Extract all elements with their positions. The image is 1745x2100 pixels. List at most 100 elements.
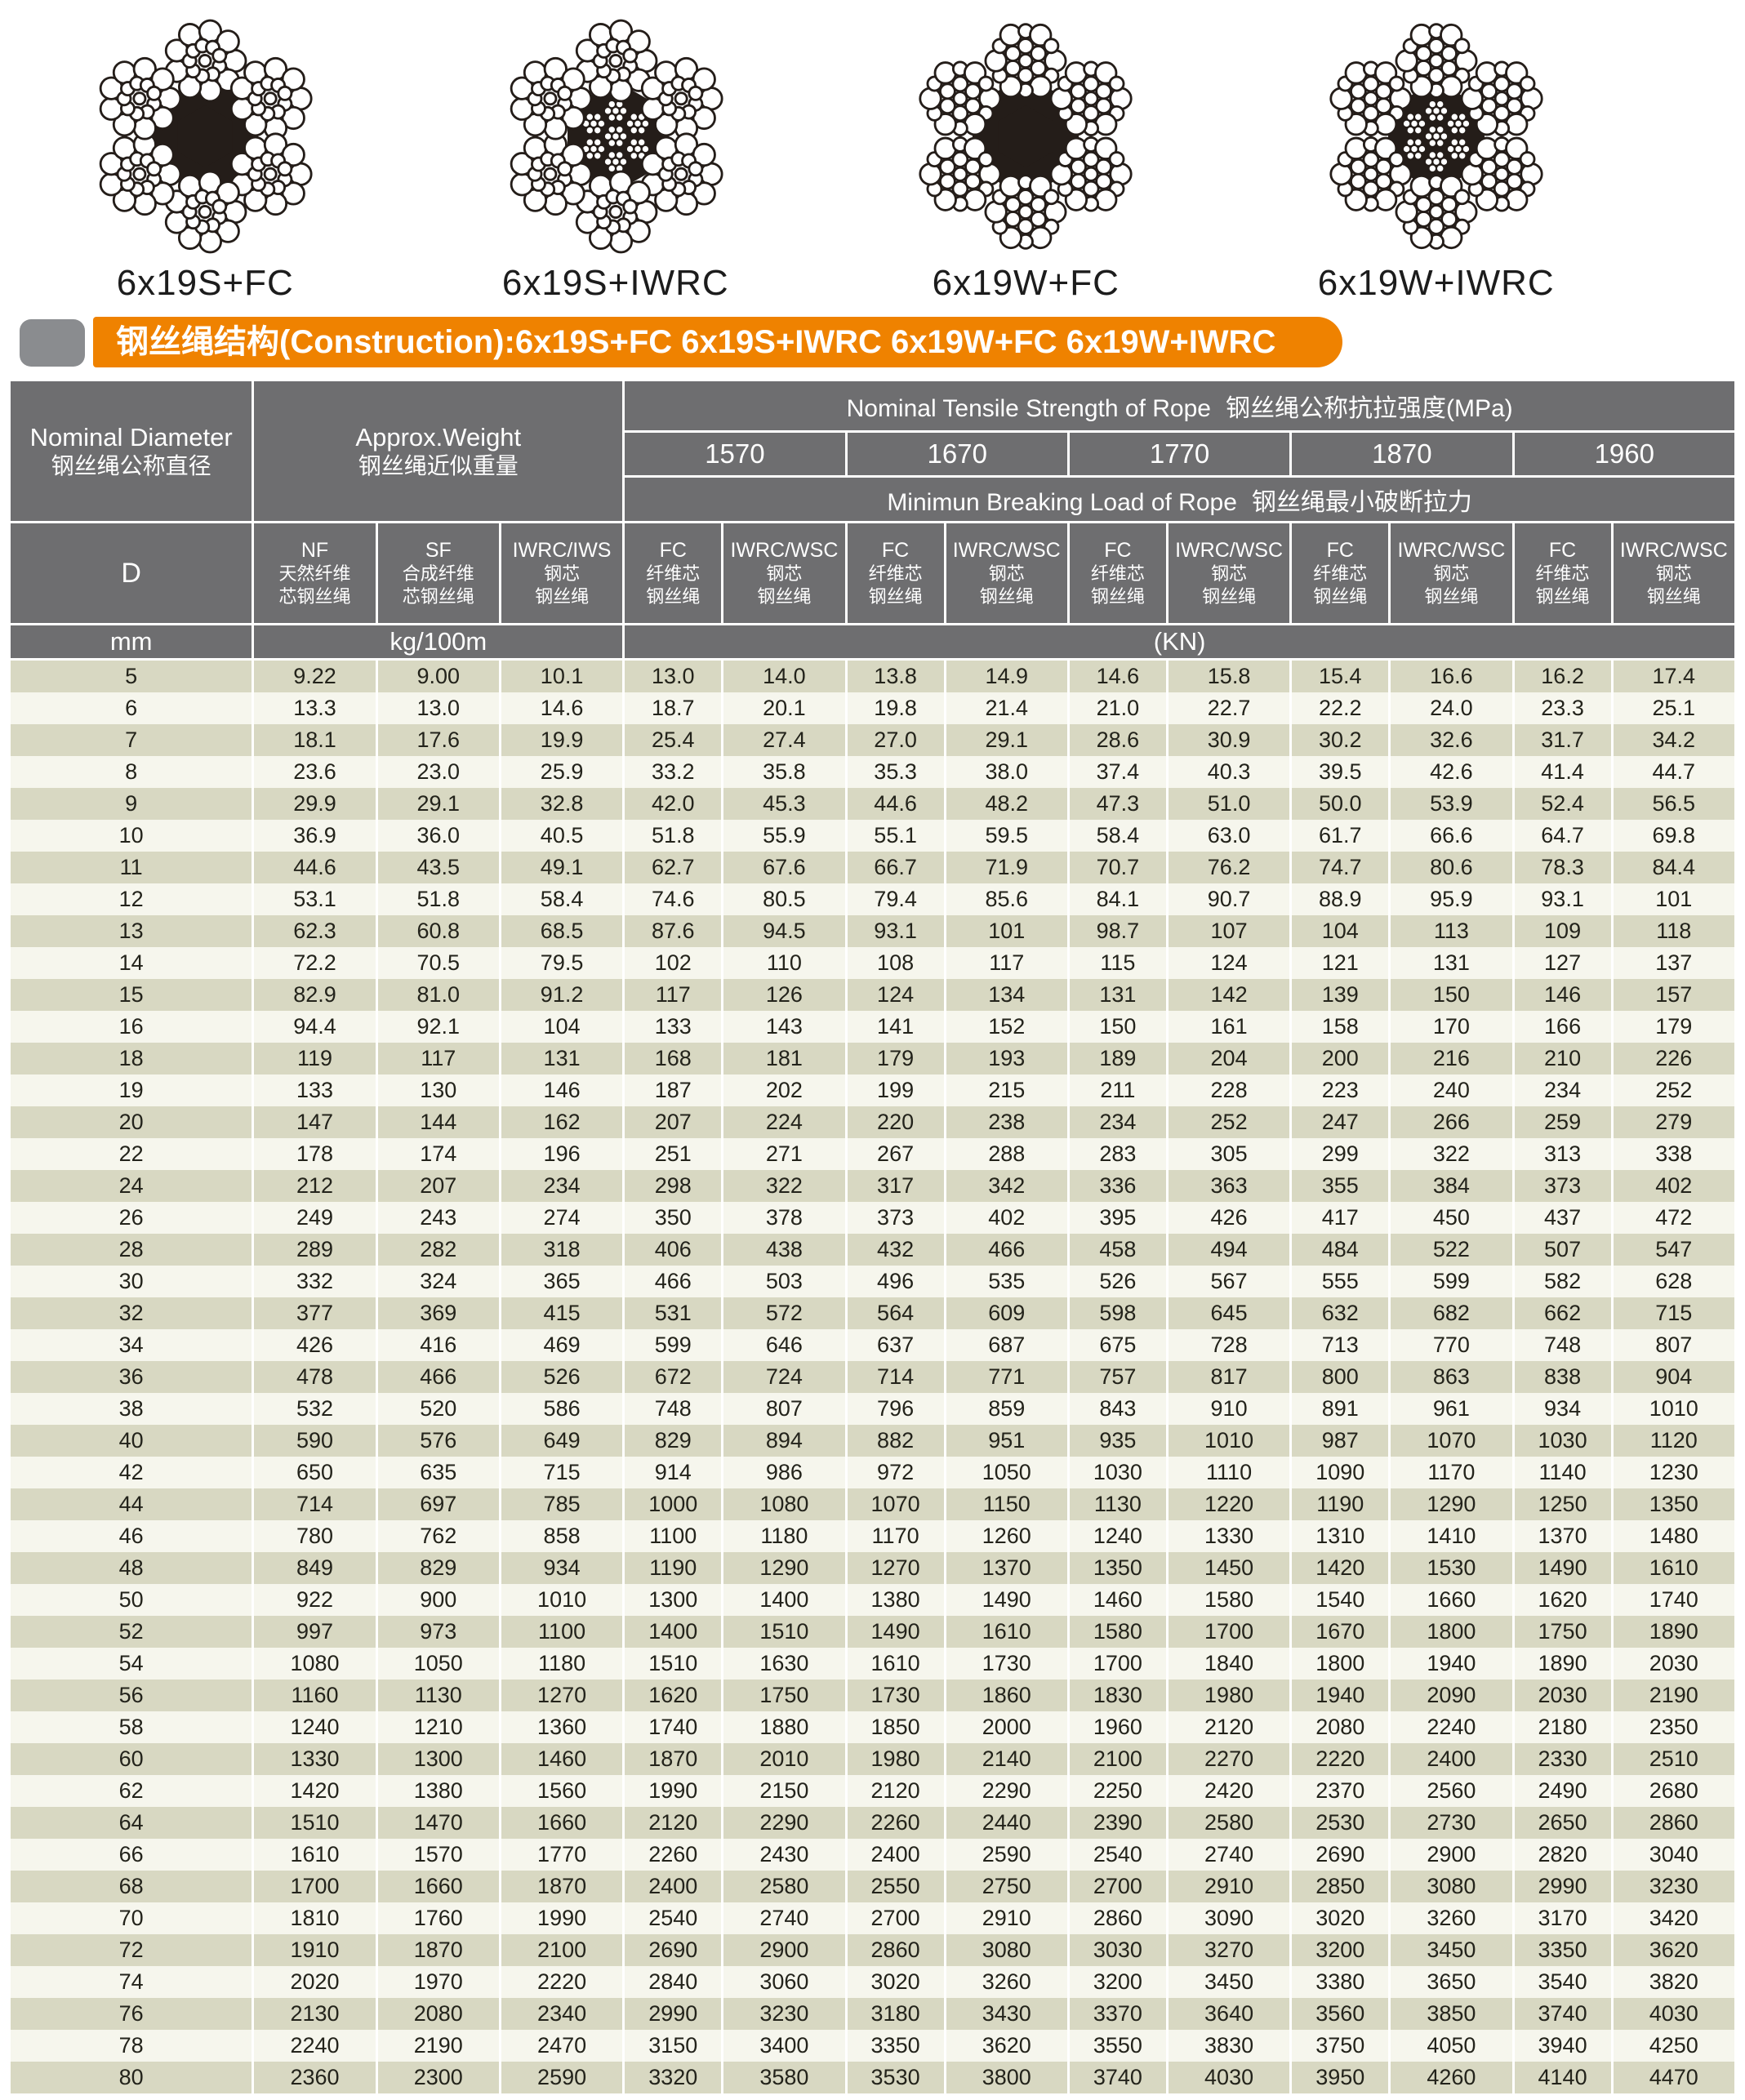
table-row: 66 1610 1570 1770 2260 2430 2400 2590 2540 2740 26… <box>7 1839 1738 1871</box>
cell-breaking-load: 748 <box>622 1393 724 1425</box>
cell-breaking-load: 3850 <box>1388 1998 1515 2030</box>
cell-breaking-load: 3080 <box>943 1934 1070 1966</box>
cell-breaking-load: 1290 <box>1388 1488 1515 1520</box>
cell-diameter: 38 <box>7 1393 255 1425</box>
cell-breaking-load: 1610 <box>844 1648 946 1680</box>
cell-weight: 2340 <box>498 1998 625 2030</box>
cell-breaking-load: 4250 <box>1610 2030 1738 2062</box>
cell-weight: 13.0 <box>375 692 501 724</box>
cell-breaking-load: 2090 <box>1388 1680 1515 1711</box>
cell-breaking-load: 38.0 <box>943 756 1070 788</box>
cell-breaking-load: 1380 <box>844 1584 946 1616</box>
cell-weight: 92.1 <box>375 1011 501 1043</box>
cell-breaking-load: 107 <box>1165 915 1293 947</box>
cell-breaking-load: 1350 <box>1610 1488 1738 1520</box>
cell-weight: 119 <box>252 1043 378 1074</box>
cell-breaking-load: 3370 <box>1066 1998 1169 2030</box>
cell-diameter: 52 <box>7 1616 255 1648</box>
rope-cross-section-image <box>919 23 1133 250</box>
cell-breaking-load: 1170 <box>1388 1457 1515 1488</box>
cell-weight: 1990 <box>498 1902 625 1934</box>
cell-weight: 922 <box>252 1584 378 1616</box>
cell-breaking-load: 1310 <box>1289 1520 1391 1552</box>
cell-breaking-load: 2030 <box>1511 1680 1614 1711</box>
cell-weight: 32.8 <box>498 788 625 820</box>
cell-breaking-load: 21.4 <box>943 692 1070 724</box>
cell-breaking-load: 101 <box>1610 883 1738 915</box>
cell-breaking-load: 76.2 <box>1165 852 1293 883</box>
cell-breaking-load: 66.6 <box>1388 820 1515 852</box>
cell-breaking-load: 599 <box>1388 1266 1515 1297</box>
cell-breaking-load: 189 <box>1066 1043 1169 1074</box>
cell-weight: 858 <box>498 1520 625 1552</box>
cell-breaking-load: 961 <box>1388 1393 1515 1425</box>
cell-breaking-load: 3620 <box>943 2030 1070 2062</box>
cell-breaking-load: 2030 <box>1610 1648 1738 1680</box>
table-row: 30 332 324 365 466 503 496 535 526 567 555 599 582 62… <box>7 1266 1738 1297</box>
cell-breaking-load: 682 <box>1388 1297 1515 1329</box>
construction-banner: 钢丝绳结构(Construction):6x19S+FC 6x19S+IWRC … <box>93 317 1342 367</box>
cell-breaking-load: 55.1 <box>844 820 946 852</box>
cell-diameter: 50 <box>7 1584 255 1616</box>
table-row: 70 1810 1760 1990 2540 2740 2700 2910 2860 3090 30… <box>7 1902 1738 1934</box>
cell-breaking-load: 1140 <box>1511 1457 1614 1488</box>
cell-breaking-load: 215 <box>943 1074 1070 1106</box>
cell-weight: 10.1 <box>498 659 625 692</box>
cell-breaking-load: 598 <box>1066 1297 1169 1329</box>
cell-diameter: 10 <box>7 820 255 852</box>
cell-breaking-load: 17.4 <box>1610 659 1738 692</box>
cell-breaking-load: 432 <box>844 1234 946 1266</box>
cell-breaking-load: 2140 <box>943 1743 1070 1775</box>
cell-weight: 147 <box>252 1106 378 1138</box>
cell-breaking-load: 121 <box>1289 947 1391 979</box>
cell-breaking-load: 1450 <box>1165 1552 1293 1584</box>
cell-breaking-load: 1030 <box>1066 1457 1169 1488</box>
cell-breaking-load: 1490 <box>1511 1552 1614 1584</box>
cell-breaking-load: 252 <box>1610 1074 1738 1106</box>
cell-breaking-load: 1100 <box>622 1520 724 1552</box>
cell-breaking-load: 33.2 <box>622 756 724 788</box>
cell-breaking-load: 22.7 <box>1165 692 1293 724</box>
cell-weight: 29.1 <box>375 788 501 820</box>
cell-diameter: 13 <box>7 915 255 947</box>
table-row: 8 23.6 23.0 25.9 33.2 35.8 35.3 38.0 37.4 40.3 39.… <box>7 756 1738 788</box>
cell-breaking-load: 2700 <box>1066 1871 1169 1902</box>
cell-weight: 785 <box>498 1488 625 1520</box>
cell-weight: 1910 <box>252 1934 378 1966</box>
cell-breaking-load: 503 <box>721 1266 848 1297</box>
column-header-fc-1570: FC 纤维芯 钢丝绳 <box>622 521 724 625</box>
cell-weight: 9.00 <box>375 659 501 692</box>
cell-breaking-load: 137 <box>1610 947 1738 979</box>
cell-breaking-load: 37.4 <box>1066 756 1169 788</box>
cell-breaking-load: 220 <box>844 1106 946 1138</box>
cell-breaking-load: 55.9 <box>721 820 848 852</box>
cell-breaking-load: 450 <box>1388 1202 1515 1234</box>
cell-breaking-load: 48.2 <box>943 788 1070 820</box>
cell-breaking-load: 1890 <box>1610 1616 1738 1648</box>
cell-breaking-load: 2250 <box>1066 1775 1169 1807</box>
cell-diameter: 76 <box>7 1998 255 2030</box>
cell-breaking-load: 113 <box>1388 915 1515 947</box>
cell-breaking-load: 2820 <box>1511 1839 1614 1871</box>
cell-breaking-load: 31.7 <box>1511 724 1614 756</box>
cell-breaking-load: 2750 <box>943 1871 1070 1902</box>
cell-breaking-load: 1300 <box>622 1584 724 1616</box>
cell-breaking-load: 69.8 <box>1610 820 1738 852</box>
cell-diameter: 26 <box>7 1202 255 1234</box>
cell-weight: 2470 <box>498 2030 625 2062</box>
cell-breaking-load: 25.1 <box>1610 692 1738 724</box>
cell-breaking-load: 1000 <box>622 1488 724 1520</box>
table-row: 32 377 369 415 531 572 564 609 598 645 632 682 662 71… <box>7 1297 1738 1329</box>
cell-breaking-load: 166 <box>1511 1011 1614 1043</box>
cell-breaking-load: 15.4 <box>1289 659 1391 692</box>
cell-breaking-load: 599 <box>622 1329 724 1361</box>
table-row: 7 18.1 17.6 19.9 25.4 27.4 27.0 29.1 28.6 30.9 30.… <box>7 724 1738 756</box>
cell-breaking-load: 466 <box>622 1266 724 1297</box>
cell-breaking-load: 829 <box>622 1425 724 1457</box>
cell-diameter: 7 <box>7 724 255 756</box>
cell-weight: 2100 <box>498 1934 625 1966</box>
cell-breaking-load: 1150 <box>943 1488 1070 1520</box>
cell-weight: 117 <box>375 1043 501 1074</box>
cell-breaking-load: 15.8 <box>1165 659 1293 692</box>
cell-breaking-load: 44.7 <box>1610 756 1738 788</box>
